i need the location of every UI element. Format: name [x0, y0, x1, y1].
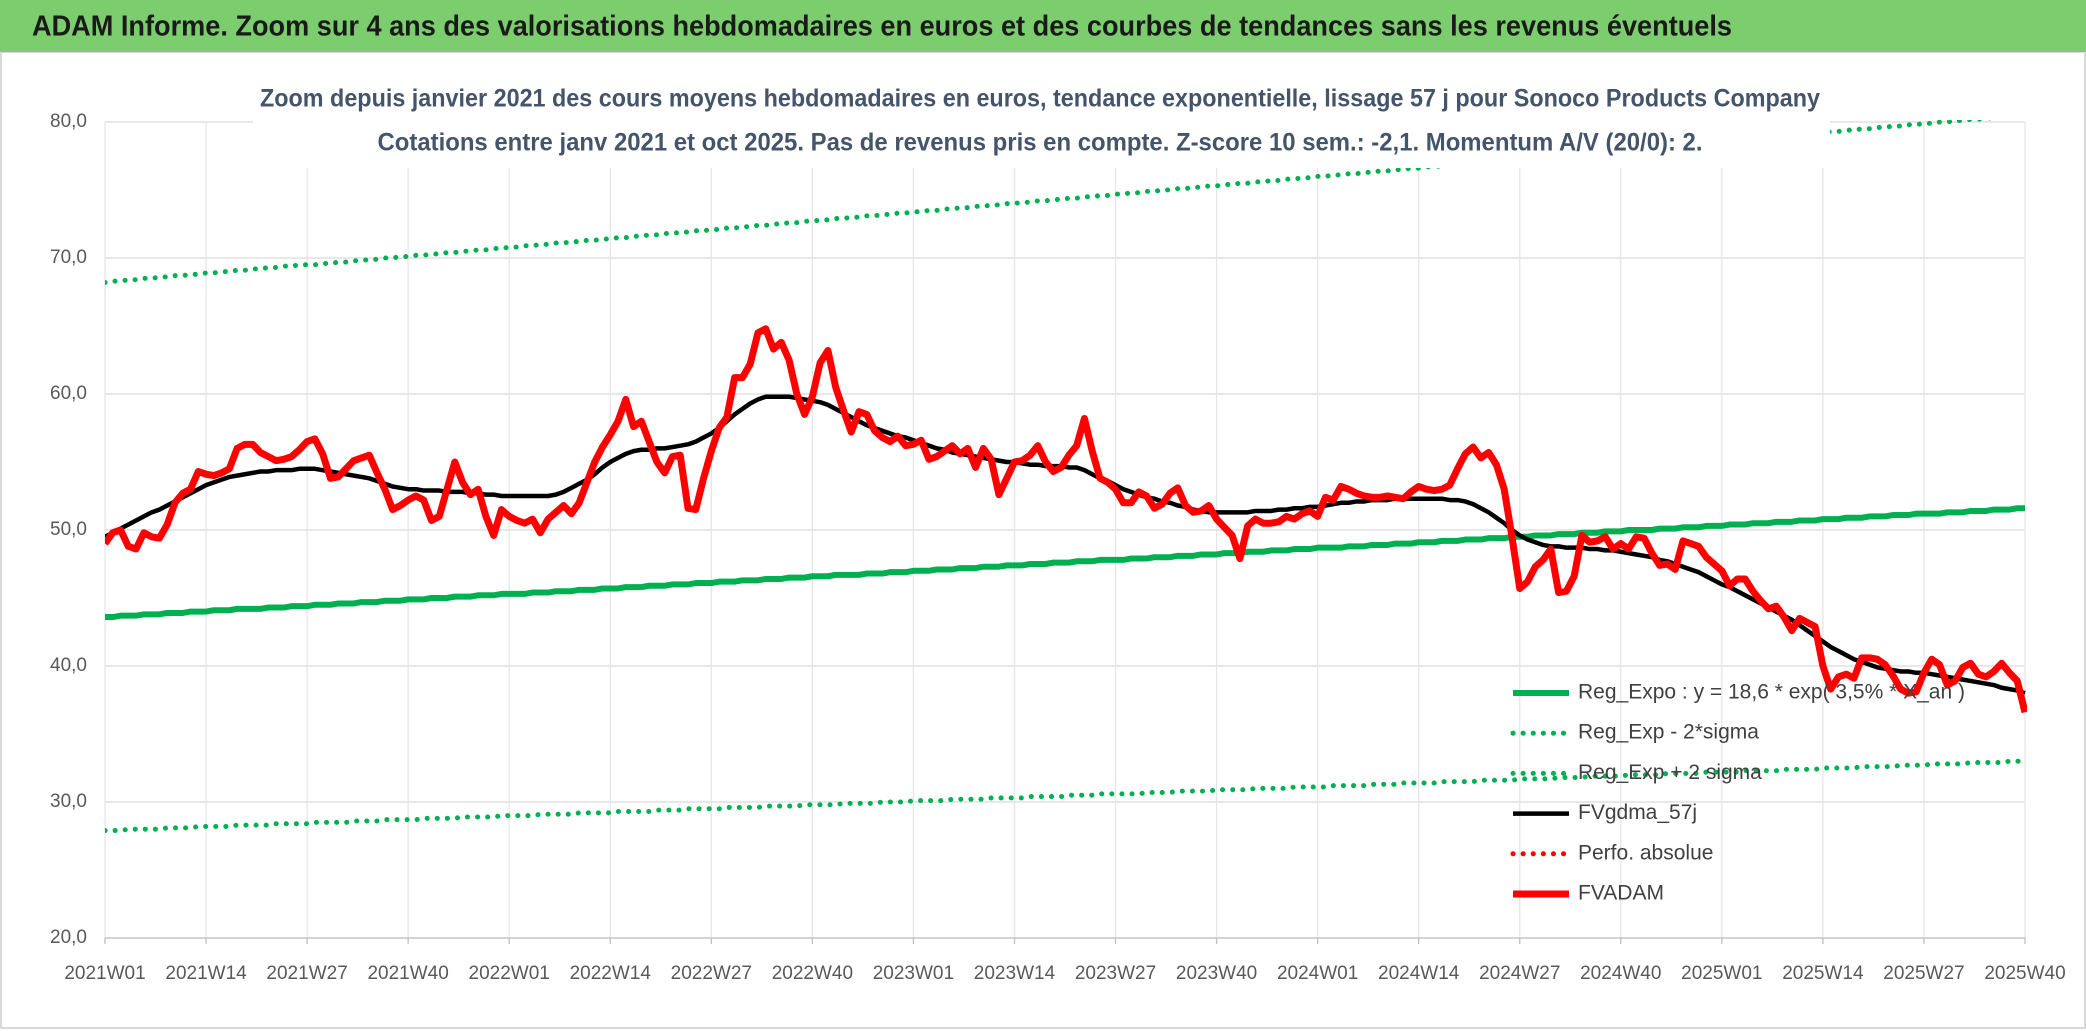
x-tick-label: 2024W01 — [1277, 963, 1358, 984]
y-tick-label: 30,0 — [50, 791, 87, 812]
legend-label: FVADAM — [1578, 882, 1664, 905]
y-tick-label: 40,0 — [50, 655, 87, 676]
y-tick-label: 70,0 — [50, 247, 87, 268]
x-tick-label: 2023W27 — [1075, 963, 1156, 984]
x-tick-label: 2021W01 — [64, 963, 145, 984]
x-tick-label: 2022W14 — [570, 963, 652, 984]
x-tick-label: 2023W01 — [873, 963, 954, 984]
legend-label: Reg_Expo : y = 18,6 * exp( 3,5% * X_an ) — [1578, 681, 1965, 704]
x-tick-label: 2022W27 — [671, 963, 752, 984]
legend-label: FVgdma_57j — [1578, 801, 1697, 824]
x-tick-label: 2022W40 — [772, 963, 853, 984]
series-line — [105, 325, 2027, 714]
x-tick-label: 2024W14 — [1378, 963, 1460, 984]
series-line — [105, 120, 1997, 285]
y-tick-label: 60,0 — [50, 383, 87, 404]
x-tick-label: 2021W14 — [165, 963, 247, 984]
y-tick-label: 50,0 — [50, 519, 87, 540]
header-bar — [0, 0, 2086, 52]
grid: 20,0 30,0 40,0 50,0 60,0 70,0 80,0 2021W01 2021W… — [50, 111, 2066, 984]
x-tick-label: 2023W14 — [974, 963, 1056, 984]
legend-label: Reg_Exp + 2 sigma — [1578, 761, 1762, 784]
x-tick-label: 2025W27 — [1883, 963, 1964, 984]
x-tick-label: 2023W40 — [1176, 963, 1257, 984]
x-tick-label: 2025W14 — [1782, 963, 1864, 984]
plot-lines — [105, 120, 2027, 834]
chart-subtitle: Cotations entre janv 2021 et oct 2025. P… — [378, 129, 1703, 157]
x-tick-label: 2025W40 — [1984, 963, 2065, 984]
y-tick-label: 80,0 — [50, 111, 87, 132]
x-tick-label: 2021W40 — [367, 963, 448, 984]
legend: Reg_Expo : y = 18,6 * exp( 3,5% * X_an )… — [1510, 681, 1965, 905]
y-tick-label: 20,0 — [50, 927, 87, 948]
series-line — [105, 505, 2025, 621]
series-line — [105, 758, 2027, 834]
x-tick-label: 2024W40 — [1580, 963, 1661, 984]
legend-label: Reg_Exp - 2*sigma — [1578, 721, 1759, 744]
header-title: ADAM Informe. Zoom sur 4 ans des valoris… — [32, 11, 1732, 43]
x-tick-label: 2022W01 — [469, 963, 550, 984]
x-tick-label: 2025W01 — [1681, 963, 1762, 984]
x-tick-label: 2024W27 — [1479, 963, 1560, 984]
title-box — [253, 76, 1830, 168]
chart-title: Zoom depuis janvier 2021 des cours moyen… — [260, 85, 1820, 113]
x-tick-label: 2021W27 — [266, 963, 347, 984]
legend-label: Perfo. absolue — [1578, 841, 1713, 864]
